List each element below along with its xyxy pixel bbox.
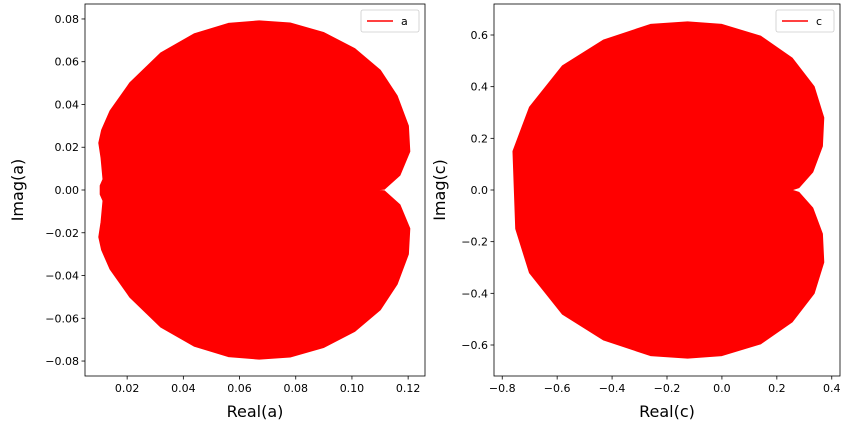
x-tick-label: −0.2 bbox=[654, 382, 681, 395]
y-axis-label: Imag(a) bbox=[8, 159, 27, 222]
legend-label: a bbox=[401, 15, 408, 28]
x-axis-label: Real(c) bbox=[639, 402, 695, 421]
y-tick-label: 0.08 bbox=[55, 13, 80, 26]
y-axis-label: Imag(c) bbox=[430, 159, 449, 221]
y-tick-label: 0.00 bbox=[55, 184, 80, 197]
y-tick-label: −0.6 bbox=[461, 339, 488, 352]
x-tick-label: 0.4 bbox=[823, 382, 841, 395]
x-tick-label: 0.02 bbox=[115, 382, 140, 395]
y-tick-label: 0.2 bbox=[471, 132, 489, 145]
series-c-fill bbox=[512, 21, 825, 359]
x-tick-label: 0.12 bbox=[396, 382, 421, 395]
y-tick-label: 0.02 bbox=[55, 141, 80, 154]
x-tick-label: 0.10 bbox=[340, 382, 365, 395]
y-tick-label: −0.02 bbox=[45, 227, 79, 240]
x-tick-label: −0.8 bbox=[489, 382, 516, 395]
right-legend: c bbox=[775, 9, 835, 33]
x-tick-label: 0.06 bbox=[227, 382, 252, 395]
x-tick-label: 0.08 bbox=[283, 382, 308, 395]
legend-label: c bbox=[816, 15, 822, 28]
x-tick-label: 0.04 bbox=[171, 382, 196, 395]
y-tick-label: −0.04 bbox=[45, 270, 79, 283]
y-tick-label: −0.2 bbox=[461, 236, 488, 249]
right-panel: −0.8 −0.6 −0.4 −0.2 0.0 0.2 0.4 −0.6 −0.4 −0.2 0.0… bbox=[430, 3, 841, 421]
y-tick-label: −0.4 bbox=[461, 287, 488, 300]
y-tick-label: 0.6 bbox=[471, 29, 489, 42]
y-tick-label: 0.4 bbox=[471, 81, 489, 94]
y-tick-label: 0.06 bbox=[55, 56, 80, 69]
x-axis-label: Real(a) bbox=[227, 402, 284, 421]
y-tick-label: 0.04 bbox=[55, 98, 80, 111]
y-tick-label: −0.08 bbox=[45, 355, 79, 368]
x-tick-label: 0.0 bbox=[713, 382, 731, 395]
x-tick-label: −0.6 bbox=[544, 382, 571, 395]
y-tick-label: 0.0 bbox=[471, 184, 489, 197]
series-a-fill bbox=[98, 20, 411, 360]
left-legend: a bbox=[360, 9, 420, 33]
x-tick-label: 0.2 bbox=[768, 382, 786, 395]
left-panel: 0.02 0.04 0.06 0.08 0.10 0.12 −0.08 −0.06 −0.04 −… bbox=[8, 3, 426, 421]
x-tick-label: −0.4 bbox=[599, 382, 626, 395]
y-tick-label: −0.06 bbox=[45, 312, 79, 325]
